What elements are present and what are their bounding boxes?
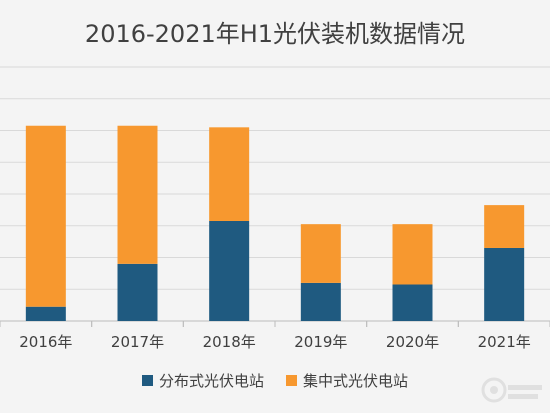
bar-centralized-5 bbox=[484, 205, 525, 248]
legend-item-centralized: 集中式光伏电站 bbox=[286, 370, 408, 391]
bar-distributed-2 bbox=[209, 220, 250, 321]
x-tick-label: 2018年 bbox=[203, 333, 256, 351]
bar-distributed-0 bbox=[25, 306, 66, 321]
legend-item-distributed: 分布式光伏电站 bbox=[141, 370, 264, 391]
legend-label-centralized: 集中式光伏电站 bbox=[303, 372, 409, 390]
x-tick-label: 2021年 bbox=[478, 333, 531, 351]
legend-label-distributed: 分布式光伏电站 bbox=[158, 372, 264, 390]
x-tick-label: 2019年 bbox=[294, 333, 347, 351]
bars bbox=[25, 125, 525, 321]
legend: 分布式光伏电站 集中式光伏电站 bbox=[0, 370, 550, 391]
bar-centralized-0 bbox=[25, 125, 66, 307]
bar-centralized-1 bbox=[117, 125, 158, 264]
bar-distributed-5 bbox=[484, 247, 525, 321]
bar-distributed-4 bbox=[392, 284, 433, 321]
chart-title: 2016-2021年H1光伏装机数据情况 bbox=[84, 20, 466, 48]
watermark-logo bbox=[481, 377, 542, 403]
legend-swatch-distributed bbox=[141, 375, 153, 386]
bar-distributed-1 bbox=[117, 263, 158, 321]
x-tick-label: 2020年 bbox=[386, 333, 439, 351]
x-tick-label: 2016年 bbox=[19, 333, 72, 351]
x-tick-label: 2017年 bbox=[111, 333, 164, 351]
bar-centralized-2 bbox=[209, 127, 250, 221]
bar-centralized-3 bbox=[300, 224, 341, 283]
bar-distributed-3 bbox=[300, 282, 341, 321]
legend-swatch-centralized bbox=[286, 375, 297, 386]
gridlines bbox=[0, 66, 550, 327]
x-tick-labels: 2016年 2017年 2018年 2019年 2020年 2021年 bbox=[19, 333, 531, 351]
bar-centralized-4 bbox=[392, 224, 433, 285]
